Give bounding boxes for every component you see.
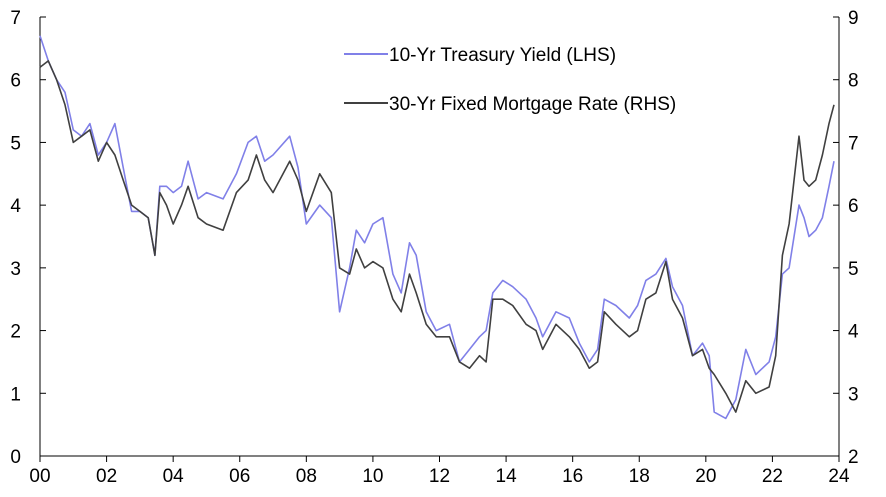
x-tick-label: 12 [429,466,450,487]
left-tick-label: 3 [10,259,21,280]
left-tick-label: 2 [10,322,21,343]
x-tick-label: 06 [229,466,250,487]
x-tick-label: 10 [362,466,383,487]
x-tick-label: 14 [496,466,518,487]
legend: 10-Yr Treasury Yield (LHS) 30-Yr Fixed Mo… [344,45,676,115]
legend-label-2: 30-Yr Fixed Mortgage Rate (RHS) [389,94,676,115]
left-tick-label: 4 [10,196,21,217]
left-tick-label: 6 [10,71,21,92]
series-line-2 [39,60,835,413]
right-tick-label: 6 [848,196,859,217]
x-tick-label: 04 [163,466,185,487]
left-tick-label: 7 [10,8,21,29]
x-tick-label: 00 [29,466,50,487]
right-tick-label: 3 [848,384,859,405]
series-layer [39,35,835,420]
right-tick-label: 9 [848,8,859,29]
x-tick-label: 20 [695,466,716,487]
x-tick-label: 08 [296,466,317,487]
right-tick-label: 2 [848,447,859,468]
x-tick-label: 24 [828,466,850,487]
right-tick-label: 4 [848,322,859,343]
right-tick-label: 7 [848,133,859,154]
left-tick-label: 1 [10,384,21,405]
x-tick-label: 22 [762,466,783,487]
x-tick-label: 02 [96,466,117,487]
x-tick-label: 16 [562,466,583,487]
x-tick-label: 18 [629,466,650,487]
right-tick-label: 5 [848,259,859,280]
right-tick-label: 8 [848,71,859,92]
left-tick-label: 5 [10,133,21,154]
legend-label-1: 10-Yr Treasury Yield (LHS) [389,45,616,66]
left-tick-label: 0 [10,447,21,468]
